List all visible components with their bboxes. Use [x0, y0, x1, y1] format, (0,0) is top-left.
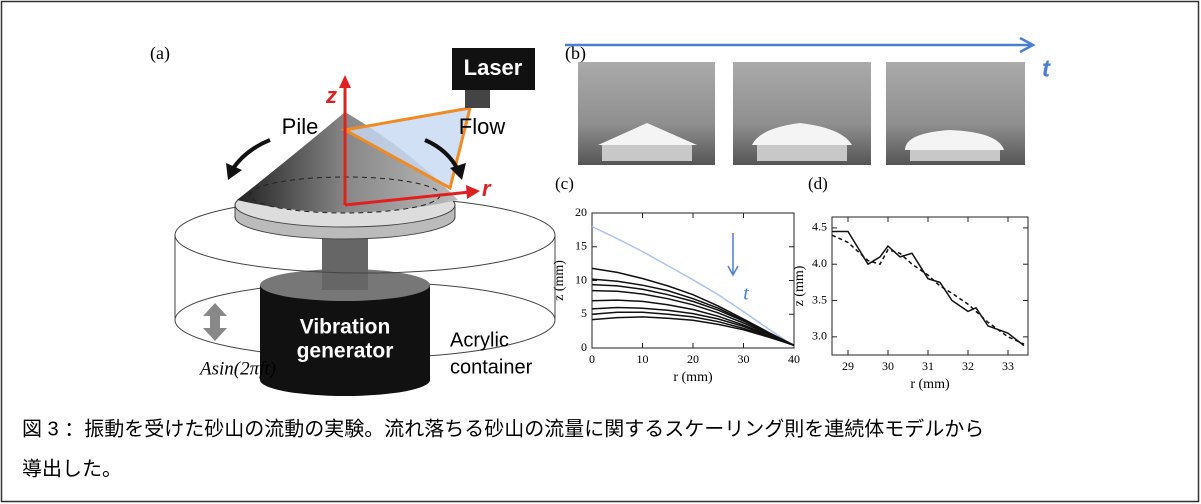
- generator-label: Vibration: [300, 316, 391, 339]
- y-axis-label: z (mm): [792, 265, 807, 306]
- panel-label: (b): [565, 43, 586, 64]
- caption: 図 3 ：振動を受けた砂山の流動の実験。流れ落ちる砂山の流量に関するスケーリング…: [22, 417, 984, 440]
- caption: 導出した。: [22, 457, 122, 480]
- y-tick-label: 3.0: [812, 329, 827, 343]
- generator-label: generator: [297, 340, 394, 363]
- y-tick-label: 5: [581, 306, 587, 320]
- x-tick-label: 32: [962, 359, 974, 373]
- x-tick-label: 40: [788, 352, 800, 366]
- x-tick-label: 30: [738, 352, 750, 366]
- y-tick-label: 10: [575, 272, 587, 286]
- x-tick-label: 20: [687, 352, 699, 366]
- y-axis-label: z (mm): [552, 260, 567, 301]
- panel-label: (c): [555, 174, 574, 193]
- y-tick-label: 15: [575, 239, 587, 253]
- container-label: Acrylic: [450, 329, 509, 351]
- data-line: [832, 232, 1024, 346]
- y-tick-label: 4.5: [812, 220, 827, 234]
- x-tick-label: 30: [882, 359, 894, 373]
- figure: (a) Laser z r Pile Flow Vibration genera…: [0, 0, 1201, 504]
- annotation: t: [743, 283, 749, 305]
- panel-label: (a): [150, 43, 170, 64]
- x-tick-label: 10: [637, 352, 649, 366]
- container-label: container: [450, 356, 533, 378]
- data-line: [592, 300, 794, 345]
- axis-z-label: z: [325, 83, 337, 108]
- y-tick-label: 3.5: [812, 292, 827, 306]
- pile-label: Pile: [282, 114, 319, 139]
- flow-label: Flow: [459, 114, 506, 139]
- y-tick-label: 0: [581, 340, 587, 354]
- panel-label: (d): [808, 174, 828, 193]
- x-tick-label: 0: [589, 352, 595, 366]
- photos: [578, 62, 1025, 165]
- x-tick-label: 31: [922, 359, 934, 373]
- time-label: t: [1042, 55, 1051, 82]
- x-tick-label: 33: [1002, 359, 1014, 373]
- drive-label: Asin(2πft): [198, 358, 276, 379]
- y-tick-label: 20: [575, 205, 587, 219]
- x-axis-label: r (mm): [673, 370, 713, 385]
- plot-frame: [832, 217, 1028, 355]
- y-tick-label: 4.0: [812, 256, 827, 270]
- x-tick-label: 29: [842, 359, 854, 373]
- laser-label: Laser: [464, 55, 523, 80]
- axis-r-label: r: [482, 176, 492, 201]
- x-axis-label: r (mm): [910, 377, 950, 392]
